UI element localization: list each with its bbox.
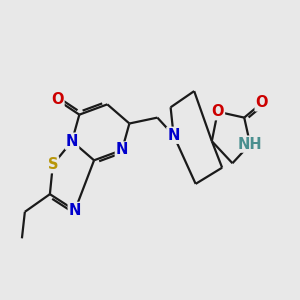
Text: N: N (66, 134, 78, 149)
Text: NH: NH (238, 136, 262, 152)
Text: O: O (212, 104, 224, 119)
Text: O: O (256, 95, 268, 110)
Text: N: N (116, 142, 128, 158)
Text: N: N (167, 128, 180, 143)
Text: O: O (51, 92, 64, 107)
Text: S: S (48, 157, 58, 172)
Text: N: N (69, 203, 81, 218)
